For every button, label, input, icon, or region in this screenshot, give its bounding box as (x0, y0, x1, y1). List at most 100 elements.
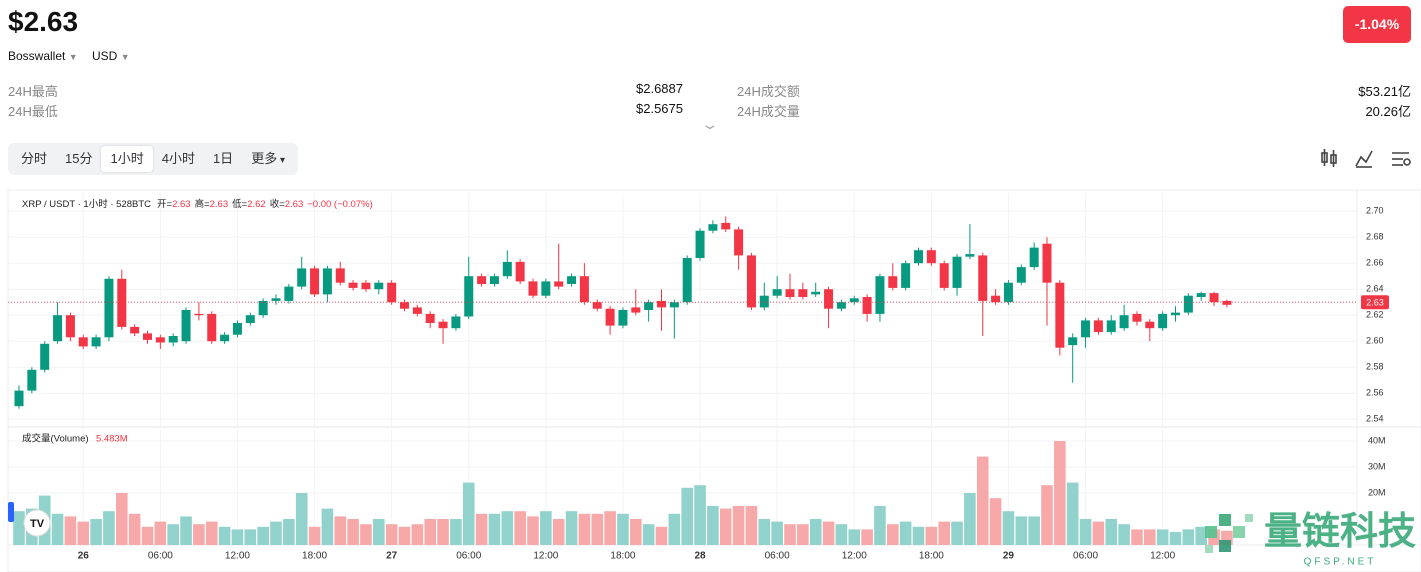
candle-body (1029, 247, 1039, 268)
candle-body (130, 326, 140, 334)
candle-body (14, 390, 24, 407)
volume-bar (617, 513, 629, 545)
candle-body (284, 286, 294, 301)
candle-body (181, 310, 191, 342)
candle-body (695, 230, 705, 258)
volume-bar (861, 529, 873, 545)
candle-body (464, 276, 474, 317)
volume-bar (719, 508, 732, 545)
volume-bar (462, 482, 475, 545)
expand-toggle[interactable]: ⌄ (700, 116, 720, 132)
volume-bar (193, 524, 205, 545)
volume-bar (951, 521, 963, 545)
volume-bar (655, 526, 668, 545)
candle-body (155, 337, 165, 343)
candle-body (759, 295, 769, 308)
volume-bar (180, 516, 192, 545)
x-tick-label: 27 (386, 551, 398, 562)
volume-bar (128, 513, 141, 545)
candle-body (618, 310, 628, 326)
volume-bar (707, 505, 719, 545)
candle-body (194, 313, 204, 316)
candle-body (40, 343, 50, 370)
candle-body (746, 255, 756, 308)
volume-bar (257, 526, 269, 545)
volume-bar (51, 513, 64, 545)
stat-value: 20.26亿 (1365, 104, 1411, 119)
candle-body (168, 336, 178, 343)
volume-bar (1118, 524, 1130, 545)
x-tick-label: 12:00 (842, 551, 867, 562)
candle-body (258, 300, 268, 316)
volume-bar (1169, 531, 1182, 545)
volume-bar (373, 518, 385, 545)
candle-body (554, 281, 564, 287)
stat-label: 24H成交额 (737, 84, 800, 99)
candle-body (65, 315, 75, 338)
currency-select[interactable]: USD ▼ (92, 49, 130, 63)
currency: USD (92, 49, 118, 63)
candle-body (528, 281, 538, 296)
volume-bar (540, 511, 552, 545)
ohlc-value: 2.63 (210, 199, 229, 210)
price: $2.63 (8, 6, 79, 37)
ohlc-label: 收= (270, 198, 286, 210)
volume-bar (527, 516, 539, 545)
candle-body (387, 282, 397, 303)
candle-body (1119, 315, 1129, 329)
candle-body (991, 295, 1001, 303)
volume-bar (270, 521, 282, 545)
x-tick-label: 12:00 (1150, 551, 1175, 562)
ohlc-label: 开= (157, 199, 173, 210)
volume-bar (976, 456, 989, 545)
candle-body (27, 369, 37, 391)
side-tab[interactable] (8, 502, 14, 522)
candle-body (104, 278, 114, 338)
volume-bar (874, 505, 886, 545)
candle-body (348, 282, 358, 288)
candle-body (451, 316, 461, 329)
stat-value: $53.21亿 (1358, 84, 1411, 99)
volume-bar (887, 524, 899, 545)
volume-bar (347, 518, 359, 545)
volume-title: 成交量(Volume) (22, 433, 89, 445)
candle-body (361, 282, 371, 290)
candle-body (412, 307, 422, 314)
candle-body (631, 307, 641, 313)
x-tick-label: 18:00 (919, 551, 944, 562)
y-tick-label: 40M (1368, 435, 1386, 445)
volume-bar (630, 518, 642, 545)
interval-tab[interactable]: 4小时 (161, 151, 195, 166)
volume-bar (385, 524, 398, 545)
volume-bar (642, 524, 655, 545)
volume-bar (295, 492, 308, 545)
volume-bar (899, 521, 912, 545)
candle-body (888, 276, 898, 288)
interval-tab[interactable]: 分时 (21, 151, 48, 166)
candle-body (772, 289, 782, 296)
interval-tab[interactable]: 1小时 (101, 146, 153, 172)
volume-bar (797, 524, 809, 545)
candle-body (978, 255, 988, 301)
candle-body (1106, 320, 1116, 333)
candle-body (592, 302, 602, 309)
volume-bar (116, 492, 128, 545)
interval-tab[interactable]: 15分 (65, 151, 93, 166)
volume-bar (938, 521, 950, 545)
interval-tab[interactable]: 1日 (212, 151, 234, 166)
volume-bar (925, 526, 938, 545)
interval-tabs: 分时 15分 1小时 4小时 1日 更多 ▾ (8, 143, 299, 175)
candle-body (477, 276, 487, 284)
candle-body (657, 300, 666, 308)
candle-body (1222, 300, 1232, 305)
candle-body (965, 254, 975, 257)
volume-bar (1195, 526, 1207, 545)
interval-tab[interactable]: 更多 ▾ (251, 151, 286, 166)
exchange-select[interactable]: Bosswallet ▼ (8, 49, 78, 63)
volume-bar (398, 526, 411, 545)
ohlc-value: 2.63 (285, 199, 304, 210)
exchange: Bosswallet (8, 49, 66, 63)
candle-body (322, 268, 332, 295)
candle-body (721, 222, 731, 230)
candle-body (1158, 313, 1168, 329)
